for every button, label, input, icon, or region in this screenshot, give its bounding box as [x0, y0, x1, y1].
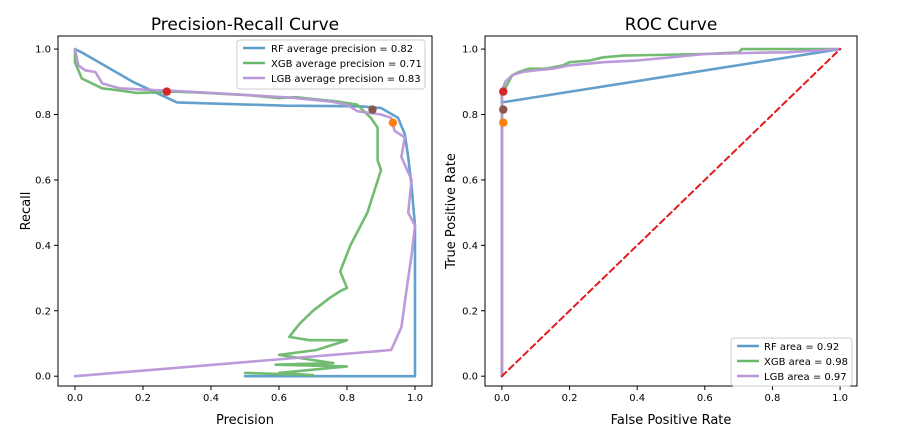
- pr-x-tick-label: 0.6: [271, 393, 287, 404]
- pr-ticks: 0.0 0.2 0.4 0.6 0.8 1.0 0.0 0.2 0.4 0.6 0.8 1.0: [35, 45, 423, 404]
- roc-legend-label-rf: RF area = 0.92: [764, 342, 839, 353]
- pr-y-axis-label: Recall: [19, 192, 34, 231]
- roc-chart: ROC Curve 0.0 0.2 0.4 0.6 0.8 1.0 0.0 0.2 0.4 0.6…: [444, 15, 858, 428]
- pr-x-tick-label: 1.0: [407, 393, 423, 404]
- roc-y-tick-label: 0.4: [462, 241, 478, 252]
- roc-legend: RF area = 0.92 XGB area = 0.98 LGB area …: [730, 337, 853, 387]
- pr-y-tick-label: 0.6: [35, 175, 51, 186]
- roc-y-tick-label: 0.8: [462, 110, 478, 121]
- pr-x-tick-label: 0.2: [135, 393, 151, 404]
- pr-y-tick-label: 0.2: [35, 306, 51, 317]
- pr-legend: RF average precision = 0.82 XGB average …: [236, 39, 426, 90]
- roc-y-tick-label: 0.0: [462, 372, 478, 383]
- pr-y-tick-label: 1.0: [35, 45, 51, 56]
- pr-x-axis-label: Precision: [216, 413, 274, 428]
- pr-x-tick-label: 0.0: [67, 393, 83, 404]
- roc-x-tick-label: 0.0: [494, 393, 510, 404]
- roc-threshold-marker: [499, 118, 508, 127]
- pr-legend-box: [236, 39, 426, 90]
- roc-x-tick-label: 0.2: [562, 393, 578, 404]
- roc-plot-area: [499, 47, 842, 378]
- roc-legend-label-lgb: LGB area = 0.97: [764, 372, 847, 383]
- roc-series-chance-line: [500, 48, 842, 378]
- roc-y-axis-label: True Positive Rate: [444, 153, 459, 270]
- pr-series-rf-line: [73, 47, 417, 378]
- pr-x-tick-label: 0.8: [339, 393, 355, 404]
- pr-series-lgb-line: [73, 47, 417, 378]
- pr-chart: Precision-Recall Curve 0.0 0.2 0.4 0.6 0.8 1.…: [19, 15, 433, 428]
- pr-plot-area: [73, 47, 417, 378]
- roc-series-lgb-line: [500, 47, 842, 378]
- roc-chart-title: ROC Curve: [625, 15, 718, 35]
- pr-legend-label-xgb: XGB average precision = 0.71: [271, 59, 422, 70]
- roc-x-tick-label: 0.8: [765, 393, 781, 404]
- roc-legend-label-xgb: XGB area = 0.98: [764, 357, 848, 368]
- roc-x-tick-label: 1.0: [832, 393, 848, 404]
- roc-x-tick-label: 0.4: [629, 393, 645, 404]
- pr-threshold-marker: [388, 118, 398, 127]
- pr-y-tick-label: 0.0: [35, 372, 51, 383]
- pr-threshold-marker: [162, 87, 171, 96]
- pr-y-tick-label: 0.4: [35, 241, 51, 252]
- pr-legend-label-lgb: LGB average precision = 0.83: [271, 74, 421, 85]
- pr-axes-frame: [57, 35, 433, 387]
- pr-threshold-marker: [368, 105, 377, 114]
- roc-y-tick-label: 0.2: [462, 306, 478, 317]
- pr-x-tick-label: 0.4: [203, 393, 219, 404]
- roc-axes-frame: [484, 35, 858, 387]
- roc-series-xgb-line: [500, 47, 842, 378]
- roc-threshold-marker: [499, 105, 508, 114]
- roc-legend-box: [730, 337, 853, 387]
- roc-y-tick-label: 1.0: [462, 45, 478, 56]
- roc-y-tick-label: 0.6: [462, 175, 478, 186]
- roc-threshold-marker: [499, 87, 508, 96]
- pr-legend-label-rf: RF average precision = 0.82: [271, 44, 413, 55]
- roc-ticks: 0.0 0.2 0.4 0.6 0.8 1.0 0.0 0.2 0.4 0.6 0.8 1.0: [462, 45, 848, 404]
- pr-series-xgb-line: [73, 47, 383, 377]
- roc-x-axis-label: False Positive Rate: [611, 413, 732, 428]
- pr-chart-title: Precision-Recall Curve: [151, 15, 339, 35]
- roc-x-tick-label: 0.6: [697, 393, 713, 404]
- pr-y-tick-label: 0.8: [35, 110, 51, 121]
